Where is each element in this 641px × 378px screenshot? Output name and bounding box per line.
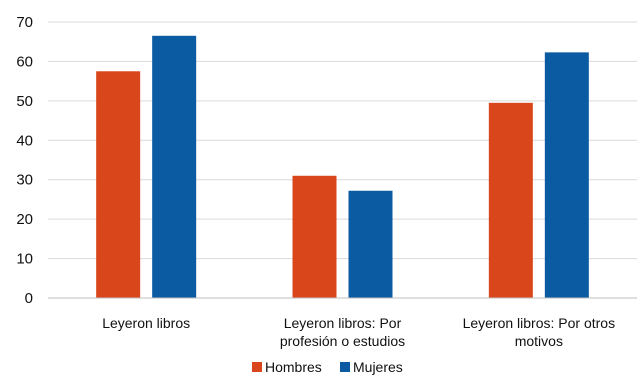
category-label: Leyeron libros: Por profesión o estudios	[280, 315, 405, 349]
y-tick-label: 30	[16, 172, 33, 189]
category-label: Leyeron libros: Por otros motivos	[463, 315, 616, 349]
y-tick-label: 20	[16, 211, 33, 228]
y-axis-tick-labels: 0 10 20 30 40 50 60 70	[16, 14, 33, 307]
y-tick-label: 60	[16, 53, 33, 70]
bar-mujeres	[544, 52, 589, 298]
y-tick-label: 10	[16, 251, 33, 268]
y-tick-label: 40	[16, 132, 33, 149]
legend: Hombres Mujeres	[252, 359, 403, 375]
bar-hombres	[96, 71, 141, 299]
y-tick-label: 50	[16, 93, 33, 110]
legend-swatch-mujeres	[340, 362, 350, 372]
gridlines	[48, 21, 637, 260]
category-label-line: Leyeron libros: Por otros	[463, 315, 616, 331]
category-label: Leyeron libros	[102, 315, 190, 331]
bar-mujeres	[152, 35, 197, 299]
category-label-line: Leyeron libros: Por	[284, 315, 402, 331]
legend-swatch-hombres	[252, 362, 262, 372]
bar-hombres	[488, 102, 533, 298]
category-label-line: motivos	[515, 333, 563, 349]
legend-label-mujeres: Mujeres	[353, 359, 403, 375]
x-axis-category-labels: Leyeron libros Leyeron libros: Por profesi…	[102, 315, 615, 349]
bars	[96, 35, 589, 299]
y-tick-label: 0	[25, 290, 33, 307]
legend-label-hombres: Hombres	[265, 359, 322, 375]
y-tick-label: 70	[16, 14, 33, 31]
bar-hombres	[292, 175, 337, 298]
category-label-line: profesión o estudios	[280, 333, 405, 349]
category-label-line: Leyeron libros	[102, 315, 190, 331]
bar-mujeres	[348, 190, 393, 298]
